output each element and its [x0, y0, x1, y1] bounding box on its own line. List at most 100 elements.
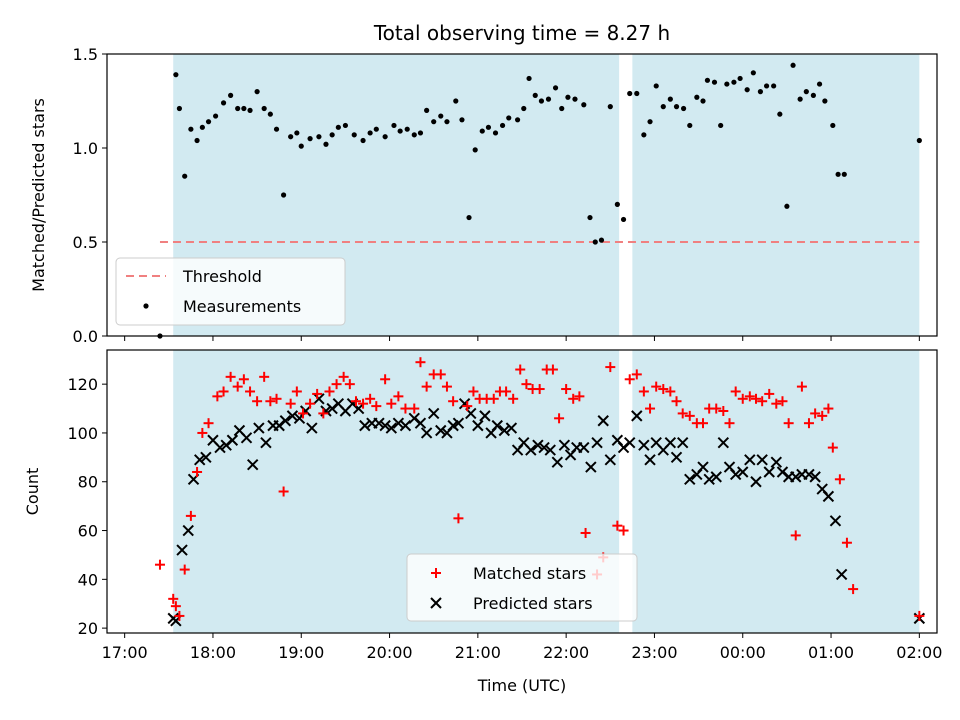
measurement-point [718, 122, 724, 129]
cross-stroke [723, 461, 736, 473]
y-tick-label: 1.5 [73, 45, 98, 64]
measurement-point [711, 79, 718, 85]
measurement-point [565, 94, 571, 100]
predicted-star-point [829, 515, 842, 527]
cross-stroke [809, 471, 821, 483]
cross-stroke [611, 434, 624, 446]
cross-stroke [176, 544, 188, 556]
y-tick-label: 0.0 [73, 327, 98, 346]
matched-star-point [561, 384, 572, 395]
matched-star-point [212, 391, 223, 402]
predicted-star-point [676, 436, 689, 449]
measurement-point [680, 105, 687, 112]
legend-measurements-swatch [143, 303, 149, 309]
predicted-star-point [505, 422, 518, 434]
measurement-point [431, 119, 437, 125]
chart-title: Total observing time = 8.27 h [373, 21, 670, 45]
cross-stroke [558, 439, 571, 451]
matched-star-point [170, 601, 181, 612]
cross-stroke [359, 419, 371, 432]
cross-stroke [465, 407, 477, 420]
x-tick-label: 23:00 [631, 643, 677, 662]
predicted-star-point [544, 444, 556, 456]
measurement-point [444, 119, 450, 125]
cross-stroke [200, 451, 212, 464]
cross-stroke [435, 424, 447, 437]
predicted-star-point [717, 436, 730, 449]
cross-stroke [676, 436, 689, 449]
matched-star-point [757, 396, 768, 407]
measurement-point [194, 137, 200, 144]
cross-stroke [279, 415, 292, 427]
measurement-point [417, 130, 424, 136]
predicted-star-point [684, 473, 696, 486]
predicted-star-point [491, 419, 503, 432]
cross-stroke [650, 436, 662, 449]
measurement-point [173, 72, 179, 78]
measurement-point [213, 113, 219, 119]
predicted-star-point [414, 417, 427, 429]
cross-stroke [207, 434, 219, 446]
cross-stroke [313, 393, 325, 405]
measurement-point [724, 81, 730, 87]
matched-star-point [711, 403, 722, 414]
cross-stroke [604, 454, 617, 466]
measurement-point [247, 107, 253, 113]
cross-stroke [538, 441, 550, 454]
measurement-point [841, 171, 847, 177]
matched-star-point [834, 474, 845, 485]
measurement-point [731, 79, 737, 85]
measurement-point [737, 75, 743, 82]
predicted-star-point [756, 454, 768, 466]
axes-frame [106, 349, 938, 634]
measurement-point [673, 104, 680, 110]
measurement-point [620, 216, 627, 223]
matched-star-point [645, 403, 656, 414]
measurement-point [235, 105, 241, 112]
matched-star-point [371, 401, 382, 412]
cross-stroke [253, 422, 265, 434]
predicted-star-point [479, 410, 491, 422]
predicted-star-point [435, 424, 447, 437]
matched-star-point [393, 391, 404, 402]
predicted-star-point [591, 436, 603, 449]
cross-stroke [226, 434, 239, 446]
predicted-star-point [379, 419, 391, 432]
measurement-point [545, 96, 552, 102]
y-tick-label: 40 [78, 570, 98, 589]
cross-stroke [233, 424, 246, 437]
matched-star-point [605, 362, 616, 373]
matched-star-point [730, 386, 741, 397]
predicted-star-point [822, 490, 835, 503]
cross-stroke [399, 419, 412, 432]
measurement-point [411, 132, 417, 138]
matched-star-point [185, 510, 196, 521]
measurement-point [592, 239, 598, 245]
matched-star-point [744, 391, 755, 402]
predicted-star-point [638, 439, 650, 451]
measurement-point [157, 333, 163, 339]
matched-star-point [568, 393, 579, 404]
measurement-point [479, 128, 485, 134]
measurement-point [790, 62, 796, 68]
cross-stroke [829, 515, 842, 527]
x-axis-label: Time (UTC) [477, 676, 566, 695]
measurement-point [329, 132, 335, 138]
predicted-star-point [373, 417, 385, 429]
measurement-point [803, 89, 809, 95]
measurement-point [694, 94, 700, 100]
matched-star-point [777, 396, 788, 407]
cross-stroke [392, 417, 405, 429]
matched-star-point [718, 405, 729, 416]
measurement-point [653, 83, 659, 89]
measurement-point [459, 117, 465, 123]
measurement-point [261, 105, 267, 112]
matched-star-point [168, 593, 179, 604]
x-tick-label: 20:00 [366, 643, 412, 662]
cross-stroke [729, 468, 742, 481]
cross-stroke [420, 427, 433, 439]
legend-predicted-swatch [430, 597, 442, 609]
measurement-point [763, 83, 770, 89]
predicted-star-point [399, 419, 412, 432]
measurement-point [704, 77, 711, 83]
